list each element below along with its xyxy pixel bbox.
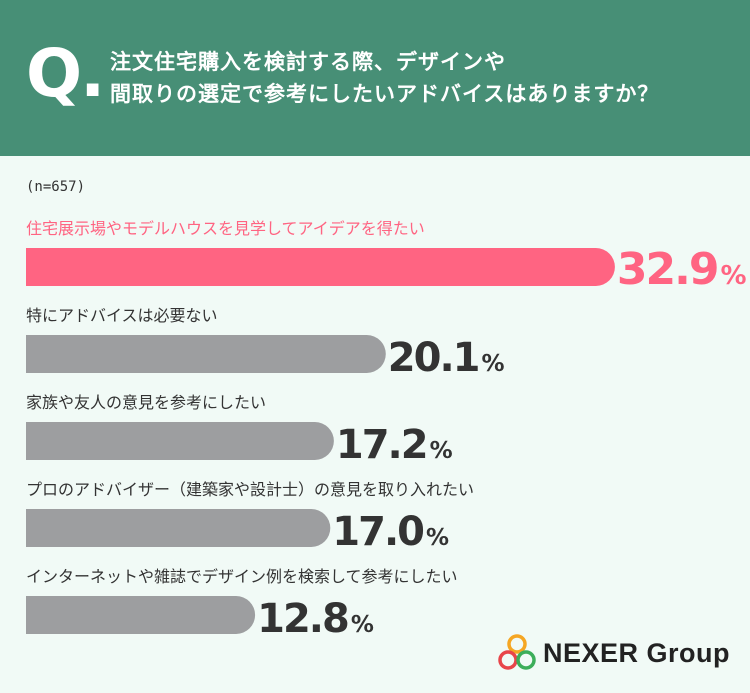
question-line-1: 注文住宅購入を検討する際、デザインや xyxy=(110,50,506,74)
category-label: インターネットや雑誌でデザイン例を検索して参考にしたい xyxy=(26,567,458,586)
question-text: 注文住宅購入を検討する際、デザインや 間取りの選定で参考にしたいアドバイスはあり… xyxy=(110,46,740,110)
sample-size: (n=657) xyxy=(26,179,86,195)
logo-text: NEXER Group xyxy=(543,638,731,668)
category-label: 家族や友人の意見を参考にしたい xyxy=(26,393,266,412)
category-label: プロのアドバイザー（建築家や設計士）の意見を取り入れたい xyxy=(26,480,474,499)
value-label: 12.8% xyxy=(257,596,374,642)
bar xyxy=(26,335,386,373)
question-line-2: 間取りの選定で参考にしたいアドバイスはありますか？ xyxy=(110,82,660,106)
q-mark: Q. xyxy=(26,35,105,112)
bar xyxy=(26,509,331,547)
bar xyxy=(26,248,615,286)
question-header: Q. 注文住宅購入を検討する際、デザインや 間取りの選定で参考にしたいアドバイス… xyxy=(0,0,750,156)
three-rings-icon xyxy=(498,634,536,670)
unit-label: % xyxy=(351,612,374,638)
category-label: 住宅展示場やモデルハウスを見学してアイデアを得たい xyxy=(26,219,425,238)
value-label: 17.0% xyxy=(332,509,449,555)
value-label: 32.9% xyxy=(617,244,747,295)
bar xyxy=(26,422,334,460)
value-label: 17.2% xyxy=(336,422,453,468)
unit-label: % xyxy=(481,351,504,377)
unit-label: % xyxy=(426,525,449,551)
bar xyxy=(26,596,256,634)
value-label: 20.1% xyxy=(388,335,505,381)
category-label: 特にアドバイスは必要ない xyxy=(26,306,218,325)
unit-label: % xyxy=(430,438,453,464)
company-logo: NEXER Group xyxy=(497,632,742,678)
unit-label: % xyxy=(720,261,746,291)
